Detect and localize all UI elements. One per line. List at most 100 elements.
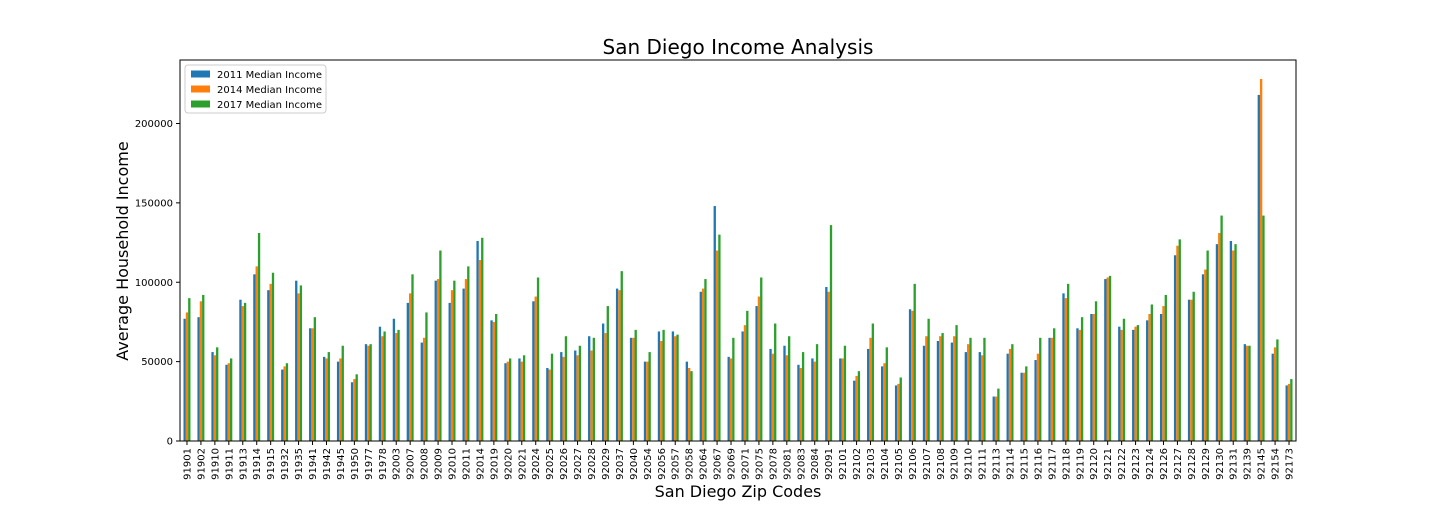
bar-92040-series-1 — [629, 337, 633, 441]
bar-92007-series-2 — [409, 293, 412, 441]
bar-92116-series-2 — [1036, 353, 1040, 441]
y-tick-label: 0 — [167, 437, 173, 448]
bar-92113-series-3 — [997, 388, 1000, 441]
bar-92102-series-1 — [853, 380, 856, 441]
x-tick-label: 91935 — [294, 448, 305, 480]
bar-91978-series-1 — [378, 326, 382, 441]
bar-91911-series-1 — [225, 364, 228, 441]
bar-92007-series-1 — [406, 302, 410, 441]
bar-92111-series-3 — [983, 337, 986, 441]
x-tick-label: 92056 — [657, 448, 668, 480]
x-tick-label: 92058 — [685, 448, 696, 480]
x-tick-label: 92009 — [434, 448, 445, 480]
bar-91910-series-1 — [211, 352, 214, 441]
bar-92064-series-1 — [699, 291, 702, 441]
bar-92102-series-3 — [857, 371, 861, 441]
x-tick-label: 91901 — [182, 448, 193, 480]
bar-92010-series-1 — [448, 302, 451, 441]
bar-92103-series-2 — [869, 337, 872, 441]
bar-92057-series-3 — [676, 334, 679, 441]
x-tick-label: 92118 — [1061, 448, 1072, 480]
bar-91950-series-2 — [353, 379, 356, 441]
bar-92126-series-3 — [1164, 294, 1167, 441]
bar-92110-series-3 — [969, 337, 972, 441]
legend: 2011 Median Income 2014 Median Income 2017… — [184, 64, 327, 114]
x-tick-label: 92037 — [615, 448, 626, 480]
bar-92109-series-3 — [955, 325, 958, 441]
bar-92117-series-2 — [1050, 337, 1054, 441]
x-tick-label: 92108 — [936, 448, 947, 480]
bar-91913-series-1 — [239, 299, 242, 441]
x-tick-label: 92110 — [964, 448, 975, 480]
x-tick-label: 92019 — [489, 448, 500, 480]
bar-92064-series-2 — [701, 288, 705, 441]
bar-92091-series-3 — [829, 225, 833, 441]
bar-92116-series-1 — [1034, 360, 1037, 441]
x-tick-label: 92003 — [392, 448, 403, 480]
legend-swatch — [191, 70, 210, 78]
x-tick-label: 92154 — [1271, 448, 1282, 480]
x-tick-label: 92067 — [713, 448, 724, 480]
bar-92111-series-2 — [980, 355, 984, 441]
bar-92003-series-1 — [392, 318, 396, 441]
bar-92037-series-1 — [615, 288, 619, 441]
bar-91902-series-3 — [202, 294, 205, 441]
bar-92021-series-1 — [518, 358, 521, 441]
x-tick-label: 92121 — [1103, 448, 1114, 480]
bar-92020-series-3 — [508, 358, 512, 441]
x-tick-label: 92131 — [1229, 448, 1240, 480]
legend-box — [184, 64, 327, 114]
bar-92067-series-1 — [713, 206, 716, 441]
bar-92078-series-1 — [769, 348, 772, 441]
bar-92037-series-2 — [618, 290, 621, 441]
bar-92114-series-2 — [1008, 348, 1012, 441]
x-tick-label: 92111 — [978, 448, 989, 480]
bar-92105-series-3 — [899, 377, 902, 441]
bar-91932-series-1 — [281, 369, 284, 441]
bar-92114-series-3 — [1011, 344, 1014, 441]
bar-92071-series-2 — [743, 325, 747, 441]
x-tick-label: 92027 — [573, 448, 584, 480]
bar-92119-series-1 — [1076, 328, 1079, 441]
bar-92113-series-1 — [992, 396, 995, 441]
bar-92124-series-2 — [1148, 314, 1151, 441]
x-tick-label: 92103 — [866, 448, 877, 480]
bar-91945-series-2 — [339, 358, 342, 441]
x-tick-label: 92021 — [517, 448, 528, 480]
bar-92105-series-2 — [897, 383, 900, 441]
bar-92107-series-1 — [922, 345, 926, 441]
bar-92104-series-1 — [880, 366, 884, 441]
bar-92020-series-2 — [506, 361, 509, 441]
bar-92024-series-2 — [534, 296, 537, 441]
bar-92026-series-1 — [560, 352, 563, 441]
bar-92067-series-3 — [718, 234, 721, 441]
bar-92040-series-2 — [632, 337, 635, 441]
bar-92083-series-3 — [801, 352, 805, 441]
bar-92110-series-1 — [964, 352, 968, 441]
bar-91977-series-1 — [364, 344, 368, 441]
bar-92123-series-2 — [1134, 326, 1137, 441]
x-tick-label: 91913 — [238, 448, 249, 480]
bar-92040-series-3 — [634, 329, 637, 441]
x-tick-label: 92139 — [1243, 448, 1254, 480]
bar-92021-series-3 — [522, 355, 526, 441]
x-tick-label: 92173 — [1285, 448, 1296, 480]
bar-91914-series-3 — [257, 233, 261, 441]
y-tick-label: 50000 — [141, 357, 173, 368]
bar-92129-series-3 — [1206, 250, 1209, 441]
bar-92115-series-1 — [1020, 372, 1023, 441]
plot-frame — [179, 59, 1297, 442]
x-tick-label: 91950 — [350, 448, 361, 480]
bar-92011-series-3 — [467, 266, 470, 441]
bar-92028-series-3 — [592, 337, 596, 441]
bar-92118-series-1 — [1062, 293, 1065, 441]
bar-91901-series-1 — [183, 318, 186, 441]
bar-92108-series-2 — [939, 336, 942, 441]
x-tick-label: 92025 — [545, 448, 556, 480]
x-tick-label: 92011 — [461, 448, 472, 480]
x-tick-label: 92091 — [824, 448, 835, 480]
x-tick-label: 92126 — [1159, 448, 1170, 480]
x-tick-label: 91932 — [280, 448, 291, 480]
